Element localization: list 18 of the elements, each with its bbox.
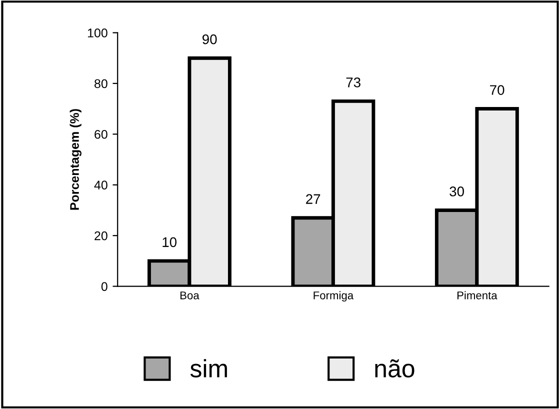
- data-label: 73: [346, 77, 360, 88]
- data-label: 27: [306, 194, 320, 204]
- y-tick-label: 40: [94, 180, 108, 190]
- legend-label: sim: [190, 359, 227, 378]
- x-tick-label: Formiga: [314, 291, 354, 302]
- x-tick-label: Boa: [180, 292, 200, 300]
- y-tick-label: 80: [94, 79, 108, 88]
- data-label: 30: [450, 186, 464, 196]
- data-label: 70: [490, 85, 504, 95]
- y-axis-title: Porcentagem (%): [70, 109, 82, 210]
- y-tick-label: 100: [88, 28, 108, 38]
- legend-label: não: [375, 359, 414, 378]
- x-tick-label: Pimenta: [457, 291, 498, 300]
- y-tick-label: 0: [101, 282, 108, 291]
- y-tick-label: 60: [94, 130, 108, 139]
- data-label: 10: [162, 237, 177, 248]
- y-tick-label: 20: [94, 231, 108, 240]
- data-label: 90: [202, 34, 217, 44]
